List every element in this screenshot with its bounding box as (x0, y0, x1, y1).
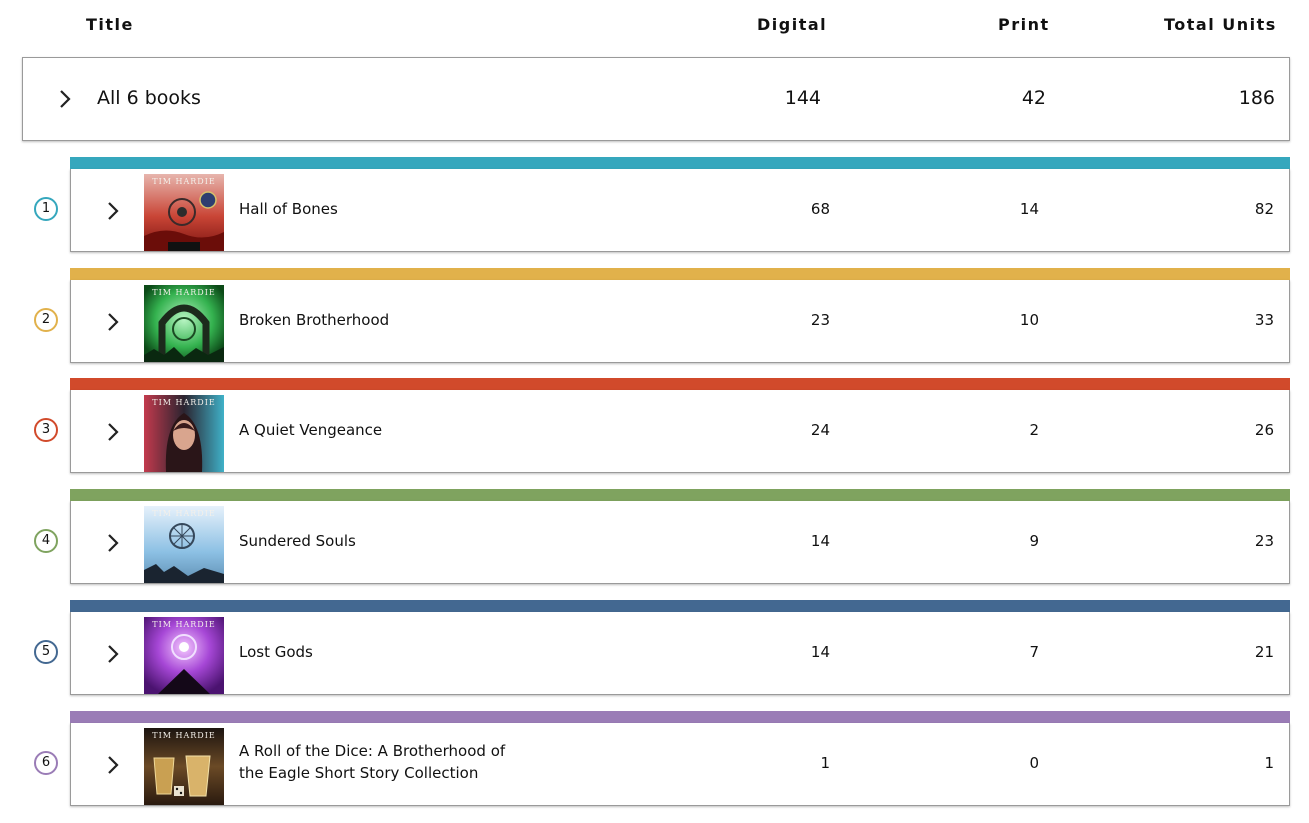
book-digital: 24 (810, 421, 830, 439)
rank-badge: 4 (34, 529, 58, 553)
summary-print: 42 (1021, 87, 1046, 109)
book-digital: 1 (820, 754, 830, 772)
rank-badge: 5 (34, 640, 58, 664)
cover-art (144, 395, 224, 472)
book-color-bar (70, 268, 1290, 280)
book-color-bar (70, 378, 1290, 390)
cover-author: TIM HARDIE (152, 177, 216, 186)
book-print: 9 (1029, 532, 1039, 550)
book-row[interactable]: 4 (0, 489, 1309, 584)
book-card[interactable]: TIM HARDIE A Roll of the Dice: A Brother… (70, 711, 1290, 806)
chevron-right-icon[interactable] (105, 754, 121, 776)
cover-art (144, 506, 224, 583)
column-header-digital: Digital (757, 15, 828, 34)
cover-author: TIM HARDIE (152, 731, 216, 740)
book-title: A Quiet Vengeance (239, 421, 383, 439)
book-title: Sundered Souls (239, 532, 356, 550)
chevron-right-icon[interactable] (105, 421, 121, 443)
book-title: A Roll of the Dice: A Brotherhood of the… (239, 742, 506, 782)
book-title: Lost Gods (239, 643, 313, 661)
book-color-bar (70, 600, 1290, 612)
cover-author: TIM HARDIE (152, 398, 216, 407)
cover-art (144, 174, 224, 251)
summary-digital: 144 (784, 87, 821, 109)
book-print: 7 (1029, 643, 1039, 661)
book-row[interactable]: 6 (0, 711, 1309, 806)
book-title: Hall of Bones (239, 200, 338, 218)
column-header-print: Print (998, 15, 1050, 34)
book-print: 2 (1029, 421, 1039, 439)
cover-author: TIM HARDIE (152, 288, 216, 297)
book-total-units: 26 (1254, 421, 1274, 439)
book-card-body[interactable]: TIM HARDIE Broken Brotherhood 23 10 33 (70, 280, 1290, 363)
book-row[interactable]: 3 (0, 378, 1309, 473)
column-header-total-units: Total Units (1164, 15, 1277, 34)
book-total-units: 33 (1254, 311, 1274, 329)
book-digital: 14 (810, 643, 830, 661)
book-digital: 68 (810, 200, 830, 218)
column-header-title: Title (86, 15, 134, 34)
book-color-bar (70, 711, 1290, 723)
chevron-right-icon[interactable] (57, 88, 73, 110)
all-books-summary-row[interactable]: All 6 books 144 42 186 (22, 57, 1290, 141)
book-color-bar (70, 157, 1290, 169)
chevron-right-icon[interactable] (105, 532, 121, 554)
book-print: 0 (1029, 754, 1039, 772)
rank-badge: 1 (34, 197, 58, 221)
book-card-body[interactable]: TIM HARDIE Lost Gods 14 7 21 (70, 612, 1290, 695)
book-card[interactable]: TIM HARDIE A Quiet Vengeance 24 2 26 (70, 378, 1290, 473)
book-total-units: 23 (1254, 532, 1274, 550)
book-row[interactable]: 5 (0, 600, 1309, 695)
chevron-right-icon[interactable] (105, 311, 121, 333)
book-print: 14 (1019, 200, 1039, 218)
book-cover-image: TIM HARDIE (144, 395, 224, 472)
book-total-units: 21 (1254, 643, 1274, 661)
book-total-units: 82 (1254, 200, 1274, 218)
summary-total-units: 186 (1238, 87, 1275, 109)
cover-author: TIM HARDIE (152, 620, 216, 629)
book-card[interactable]: TIM HARDIE Lost Gods 14 7 21 (70, 600, 1290, 695)
book-row[interactable]: 1 (0, 157, 1309, 252)
cover-art (144, 617, 224, 694)
cover-author: TIM HARDIE (152, 509, 216, 518)
book-card[interactable]: TIM HARDIE Hall of Bones 68 14 82 (70, 157, 1290, 252)
cover-art (144, 728, 224, 805)
book-digital: 14 (810, 532, 830, 550)
book-card-body[interactable]: TIM HARDIE A Roll of the Dice: A Brother… (70, 723, 1290, 806)
cover-art (144, 285, 224, 362)
book-color-bar (70, 489, 1290, 501)
book-card[interactable]: TIM HARDIE Sundered Souls 14 9 23 (70, 489, 1290, 584)
book-card-body[interactable]: TIM HARDIE Hall of Bones 68 14 82 (70, 169, 1290, 252)
book-print: 10 (1019, 311, 1039, 329)
book-cover-image: TIM HARDIE (144, 617, 224, 694)
book-card-body[interactable]: TIM HARDIE Sundered Souls 14 9 23 (70, 501, 1290, 584)
book-card-body[interactable]: TIM HARDIE A Quiet Vengeance 24 2 26 (70, 390, 1290, 473)
chevron-right-icon[interactable] (105, 200, 121, 222)
book-cover-image: TIM HARDIE (144, 728, 224, 805)
rank-badge: 6 (34, 751, 58, 775)
book-cover-image: TIM HARDIE (144, 506, 224, 583)
book-total-units: 1 (1264, 754, 1274, 772)
book-digital: 23 (810, 311, 830, 329)
book-cover-image: TIM HARDIE (144, 174, 224, 251)
book-cover-image: TIM HARDIE (144, 285, 224, 362)
rank-badge: 3 (34, 418, 58, 442)
book-card[interactable]: TIM HARDIE Broken Brotherhood 23 10 33 (70, 268, 1290, 363)
chevron-right-icon[interactable] (105, 643, 121, 665)
book-row[interactable]: 2 (0, 268, 1309, 363)
summary-label: All 6 books (97, 87, 201, 109)
book-title: Broken Brotherhood (239, 311, 390, 329)
rank-badge: 2 (34, 308, 58, 332)
